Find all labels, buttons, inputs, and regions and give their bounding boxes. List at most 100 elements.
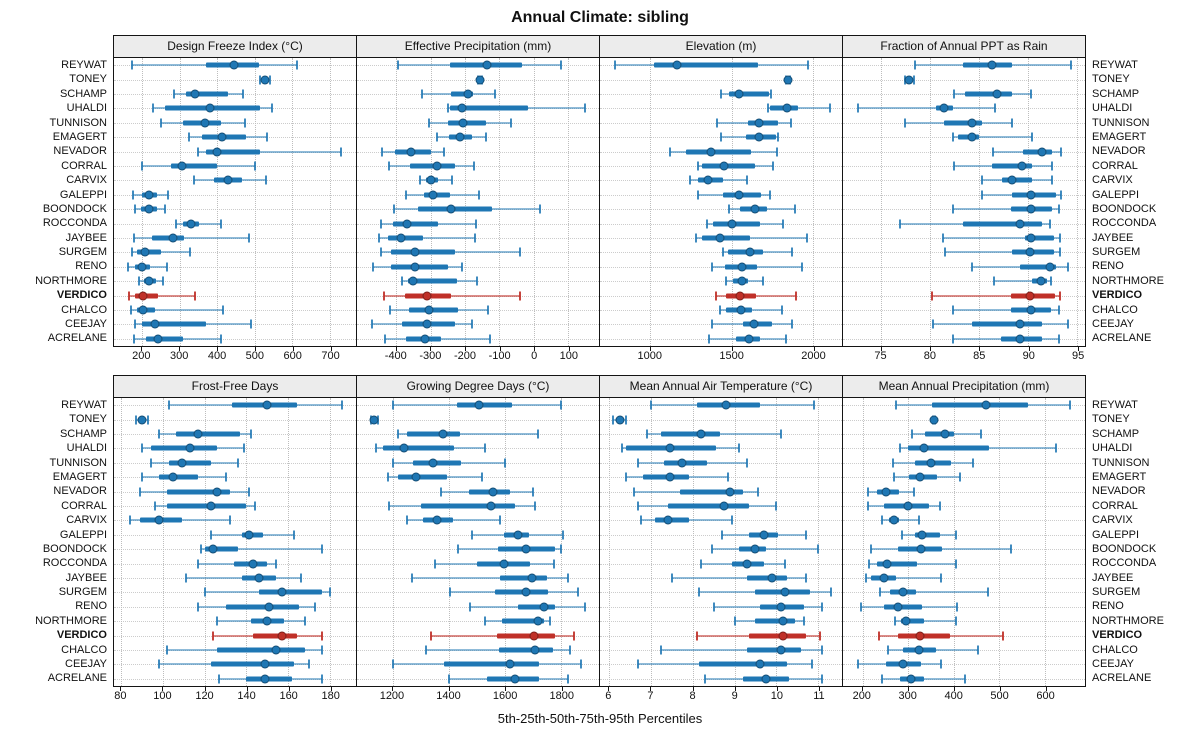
iqr-box-reno (390, 264, 449, 270)
station-label-reno: RENO (1092, 260, 1124, 273)
whisker-cap (784, 334, 787, 344)
whisker-cap (433, 559, 436, 569)
station-label-ceejay: CEEJAY (1092, 658, 1134, 671)
axis-tick-mark (907, 687, 909, 691)
median-dot-reno (1045, 262, 1055, 272)
whisker-cap (977, 645, 980, 655)
median-dot-galeppi (428, 190, 438, 200)
axis-tick-label: 100 (559, 350, 579, 362)
whisker-cap (184, 573, 187, 583)
median-dot-northmore (901, 616, 911, 626)
panel-title-effective-precipitation-mm: Effective Precipitation (mm) (357, 36, 599, 58)
whisker-cap (219, 219, 222, 229)
hgridline (357, 223, 599, 225)
hgridline (114, 477, 356, 479)
whisker-cap (718, 305, 721, 315)
hgridline (114, 209, 356, 211)
whisker-cap (166, 262, 169, 272)
axis-tick-mark (776, 687, 778, 691)
median-dot-surgem (745, 247, 755, 257)
station-label-reywat: REYWAT (61, 59, 107, 71)
whisker-cap (265, 132, 268, 142)
iqr-box-corral (421, 503, 516, 509)
whisker-line-emagert (952, 136, 1033, 139)
whisker-line-reno (711, 265, 802, 268)
whisker-cap (992, 276, 995, 286)
panel-plot-effective-precipitation-mm (357, 58, 599, 346)
whisker-cap (633, 487, 636, 497)
axis-tick-mark (861, 687, 863, 691)
axis-tickstrip-effective-precipitation-mm: -400 -300 -200 -100 0 100 (356, 347, 600, 363)
whisker-cap (1050, 161, 1053, 171)
whisker-cap (817, 544, 820, 554)
whisker-cap (649, 400, 652, 410)
median-dot-surgem (780, 587, 790, 597)
whisker-cap (645, 429, 648, 439)
median-dot-surgem (1025, 247, 1035, 257)
whisker-cap (141, 161, 144, 171)
median-dot-carvix (889, 515, 899, 525)
whisker-cap (475, 219, 478, 229)
station-label-corral: CORRAL (61, 159, 107, 172)
whisker-cap (254, 161, 257, 171)
vgridline (217, 58, 219, 346)
axis-tick-label: -100 (488, 350, 511, 362)
whisker-cap (470, 530, 473, 540)
whisker-cap (128, 515, 131, 525)
median-dot-surgem (410, 247, 420, 257)
iqr-box-uhaldi (150, 445, 218, 451)
median-dot-uhaldi (919, 443, 929, 453)
iqr-box-surgem (258, 589, 322, 595)
whisker-cap (295, 60, 298, 70)
vgridline (979, 58, 981, 346)
median-dot-carvix (1007, 175, 1017, 185)
whisker-line-jaybee (865, 577, 941, 579)
median-dot-verdico (778, 631, 788, 641)
whisker-cap (880, 515, 883, 525)
whisker-cap (866, 501, 869, 511)
whisker-cap (821, 674, 824, 684)
whisker-cap (519, 247, 522, 257)
whisker-cap (244, 118, 247, 128)
vgridline (812, 58, 814, 346)
median-dot-reywat (262, 400, 272, 410)
figure-title: Annual Climate: sibling (511, 9, 689, 26)
median-dot-chalco (138, 305, 148, 315)
median-dot-corral (719, 161, 729, 171)
whisker-cap (624, 415, 627, 425)
panel-column-frost-free-days: Frost-Free Days 80 100 120 140 160 180 (113, 375, 357, 703)
station-label-verdico: VERDICO (56, 289, 107, 302)
vgridline (1077, 58, 1079, 346)
median-dot-toney (369, 415, 379, 425)
hgridline (843, 563, 1085, 565)
station-label-boondock: BOONDOCK (42, 542, 107, 555)
median-dot-corral (903, 501, 913, 511)
whisker-cap (719, 89, 722, 99)
hgridline (114, 79, 356, 81)
median-dot-chalco (776, 645, 786, 655)
panel-title-fraction-of-annual-ppt-as-rain: Fraction of Annual PPT as Rain (843, 36, 1085, 58)
whisker-cap (193, 175, 196, 185)
axis-tick-label: 100 (153, 690, 172, 702)
median-dot-emagert (455, 132, 465, 142)
vgridline (142, 58, 144, 346)
whisker-cap (1009, 544, 1012, 554)
median-dot-surgem (521, 587, 531, 597)
hgridline (114, 520, 356, 522)
station-label-acrelane: ACRELANE (47, 672, 107, 685)
whisker-cap (425, 645, 428, 655)
hgridline (357, 419, 599, 421)
axis-tick-label: 400 (207, 350, 227, 362)
whisker-cap (979, 429, 982, 439)
whisker-cap (469, 602, 472, 612)
whisker-cap (538, 204, 541, 214)
median-dot-jaybee (168, 233, 178, 243)
station-label-rocconda: ROCCONDA (1092, 217, 1157, 230)
median-dot-boondock (446, 204, 456, 214)
whisker-line-northmore (895, 620, 956, 623)
whisker-cap (886, 645, 889, 655)
whisker-cap (772, 161, 775, 171)
whisker-cap (903, 118, 906, 128)
panel-column-fraction-of-annual-ppt-as-rain: Fraction of Annual PPT as Rain 75 80 85 90 95 (842, 35, 1086, 363)
